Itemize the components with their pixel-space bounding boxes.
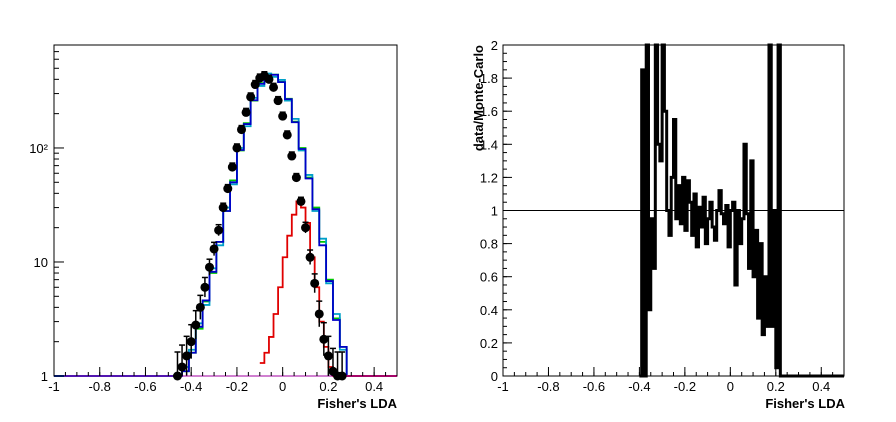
left-data-point [337, 371, 347, 381]
left-data-point [301, 223, 311, 233]
right-plot-panel: -1 -0.8 -0.6 -0.4 -0.2 0 0.2 0.4 0 0.2 0.4 0.6 0.8 1… [471, 38, 846, 411]
left-data-point [237, 125, 247, 135]
left-plot-panel: -1 -0.8 -0.6 -0.4 -0.2 0 0.2 0.4 1 10 10² Fisher'… [29, 44, 398, 411]
left-data-point [282, 130, 292, 140]
right-series-0-histogram [639, 43, 844, 378]
left-y-tick-label: 10 [34, 255, 48, 270]
left-data-point [314, 309, 324, 319]
right-x-tick-label: -0.2 [674, 379, 696, 394]
left-data-point [232, 143, 242, 153]
right-x-tick-label: 0 [727, 379, 734, 394]
left-x-ticks: -1 -0.8 -0.6 -0.4 -0.2 0 0.2 0.4 [48, 367, 398, 394]
left-y-ticks: 1 10 10² [29, 44, 64, 384]
right-x-tick-label: -1 [497, 379, 509, 394]
right-y-tick-label: 0.2 [480, 336, 498, 351]
right-x-axis-label: Fisher's LDA [765, 396, 845, 411]
left-y-tick-label: 1 [41, 369, 48, 384]
right-y-tick-label: 0.4 [480, 303, 498, 318]
right-y-ticks: 0 0.2 0.4 0.6 0.8 1 1.2 1.4 1.6 1.8 2 [480, 38, 512, 384]
left-series-group [54, 70, 397, 381]
left-x-tick-label: 0.4 [365, 379, 383, 394]
left-data-point [191, 320, 201, 330]
right-y-tick-label: 1 [491, 204, 498, 219]
left-data-point [323, 351, 333, 361]
left-data-point [204, 262, 214, 272]
right-y-tick-label: 0.8 [480, 237, 498, 252]
left-data-point [218, 203, 228, 213]
left-data-point [250, 80, 260, 90]
left-x-axis-label: Fisher's LDA [317, 396, 397, 411]
right-x-tick-label: -0.8 [537, 379, 559, 394]
left-x-tick-label: -0.8 [89, 379, 111, 394]
left-data-point [223, 184, 233, 194]
left-data-point [214, 225, 224, 235]
left-data-point [264, 74, 274, 84]
left-x-tick-label: -0.2 [226, 379, 248, 394]
right-x-tick-label: -0.6 [583, 379, 605, 394]
right-y-tick-label: 1.8 [480, 71, 498, 86]
left-x-tick-label: -0.4 [180, 379, 202, 394]
left-data-point [195, 302, 205, 312]
left-data-point [241, 107, 251, 117]
right-x-tick-label: 0.2 [767, 379, 785, 394]
left-x-tick-label: -0.6 [134, 379, 156, 394]
left-data-point [246, 92, 256, 102]
left-data-point [273, 96, 283, 106]
right-y-tick-label: 1.2 [480, 170, 498, 185]
right-y-axis-label: data/Monte-Carlo [471, 45, 486, 151]
left-x-tick-label: 0 [279, 379, 286, 394]
right-x-ticks: -1 -0.8 -0.6 -0.4 -0.2 0 0.2 0.4 [497, 367, 845, 394]
right-y-tick-label: 2 [491, 38, 498, 53]
left-data-point [227, 162, 237, 172]
left-data-point [287, 151, 297, 161]
left-data-point [305, 252, 315, 262]
left-y-tick-label: 10² [29, 141, 48, 156]
left-data-point [269, 82, 279, 92]
right-y-tick-label: 1.4 [480, 137, 498, 152]
left-data-point [200, 282, 210, 292]
left-data-point [310, 278, 320, 288]
left-data-point [177, 362, 187, 372]
right-y-tick-label: 1.6 [480, 104, 498, 119]
left-x-tick-label: -1 [48, 379, 60, 394]
right-x-tick-label: -0.4 [628, 379, 650, 394]
left-data-point [291, 173, 301, 183]
left-data-point [209, 244, 219, 254]
right-y-tick-label: 0 [491, 369, 498, 384]
left-data-point [182, 351, 192, 361]
right-x-tick-label: 0.4 [812, 379, 830, 394]
left-data-point [296, 196, 306, 206]
left-x-tick-label: 0.2 [319, 379, 337, 394]
left-data-point [186, 337, 196, 347]
left-data-point [278, 111, 288, 121]
right-y-tick-label: 0.6 [480, 270, 498, 285]
right-series-group [503, 43, 844, 378]
